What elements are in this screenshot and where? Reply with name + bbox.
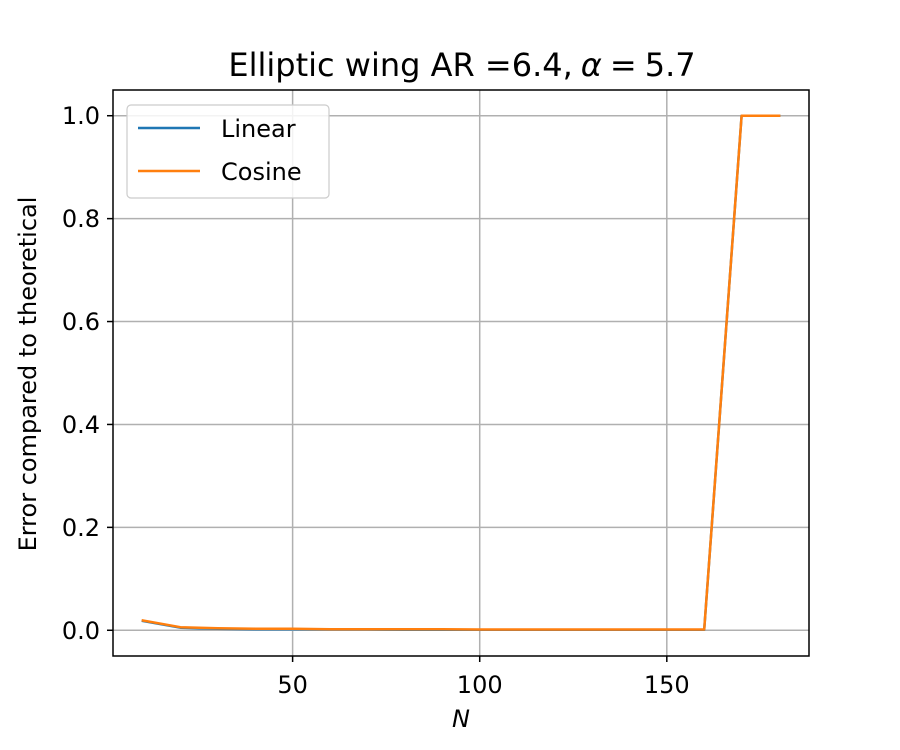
x-tick-label: 100: [457, 671, 503, 699]
legend-label-linear: Linear: [221, 115, 296, 143]
x-tick-label: 50: [277, 671, 308, 699]
y-axis-title: Error compared to theoretical: [14, 197, 42, 552]
chart-title-alpha: α: [581, 46, 602, 84]
y-tick-label: 0.6: [62, 308, 100, 336]
y-tick-label: 1.0: [62, 102, 100, 130]
x-axis-title: N: [452, 705, 470, 733]
ticks: 50 100 150 0.0 0.2 0.4 0.6 0.8 1.0: [62, 102, 690, 699]
chart-title-alpha-value: 5.7: [645, 46, 696, 84]
chart-title: Elliptic wing AR =6.4, α = 5.7: [228, 46, 695, 84]
y-tick-label: 0.4: [62, 411, 100, 439]
chart-title-eq: =: [610, 46, 637, 84]
y-tick-label: 0.8: [62, 205, 100, 233]
legend: Linear Cosine: [126, 104, 330, 199]
legend-label-cosine: Cosine: [221, 158, 302, 186]
y-tick-label: 0.2: [62, 514, 100, 542]
chart-title-prefix: Elliptic wing AR =6.4,: [228, 46, 572, 84]
series-line-cosine: [141, 114, 781, 631]
plot-frame: [112, 89, 810, 657]
y-tick-label: 0.0: [62, 617, 100, 645]
series-layer: [141, 114, 781, 632]
x-tick-label: 150: [644, 671, 690, 699]
